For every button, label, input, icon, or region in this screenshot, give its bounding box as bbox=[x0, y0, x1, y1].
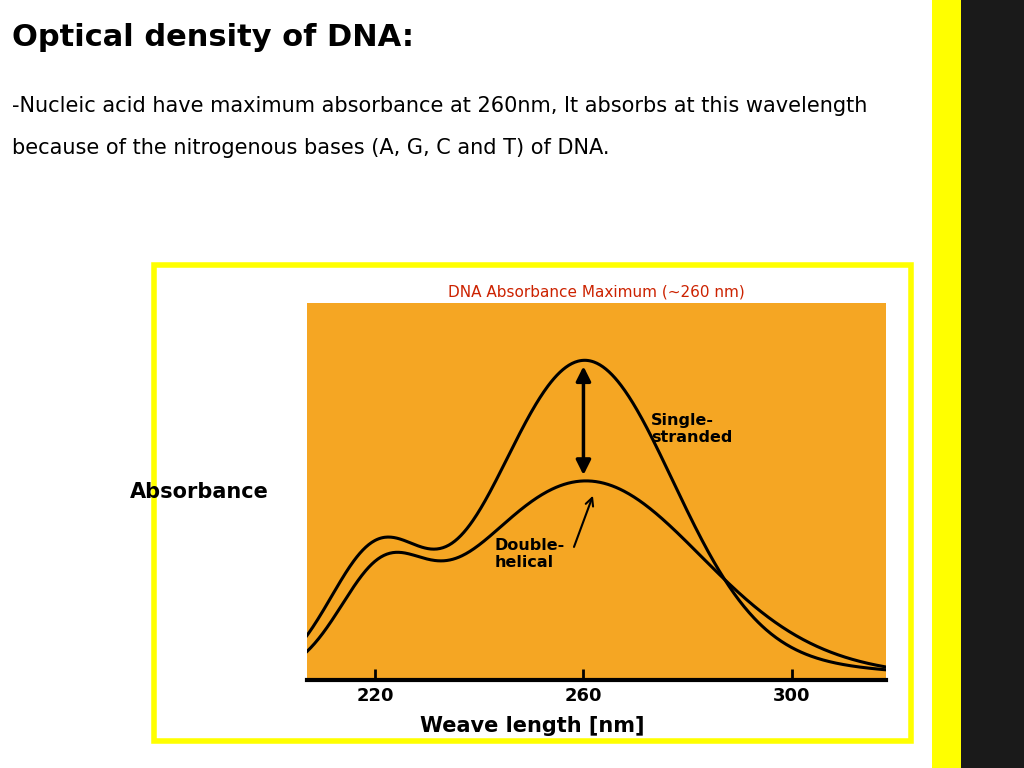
Text: Single-
stranded: Single- stranded bbox=[651, 412, 732, 445]
Text: Weave length [nm]: Weave length [nm] bbox=[420, 716, 645, 736]
Title: DNA Absorbance Maximum (~260 nm): DNA Absorbance Maximum (~260 nm) bbox=[449, 284, 744, 300]
Text: Absorbance: Absorbance bbox=[130, 482, 269, 502]
Text: Double-
helical: Double- helical bbox=[495, 538, 565, 571]
Text: Optical density of DNA:: Optical density of DNA: bbox=[12, 23, 415, 52]
Text: because of the nitrogenous bases (A, G, C and T) of DNA.: because of the nitrogenous bases (A, G, … bbox=[12, 138, 609, 158]
Text: -Nucleic acid have maximum absorbance at 260nm, It absorbs at this wavelength: -Nucleic acid have maximum absorbance at… bbox=[12, 96, 867, 116]
